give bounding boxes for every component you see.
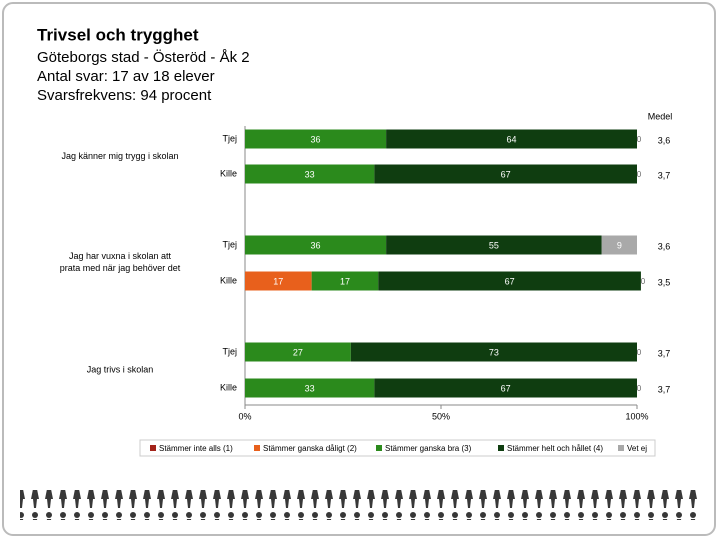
mean-label: 3,5 [658, 277, 671, 287]
bar-segment [245, 271, 312, 291]
bar-segment [245, 342, 351, 362]
value-label: 17 [340, 276, 350, 286]
value-label: 0 [637, 384, 642, 393]
subtitle: Antal svar: 17 av 18 elever [37, 68, 215, 85]
value-label: 36 [311, 240, 321, 250]
legend-swatch [498, 445, 504, 451]
mean-label: 3,7 [658, 170, 671, 180]
category-label: Kille [220, 168, 237, 178]
value-label: 9 [617, 240, 622, 250]
mean-label: 3,6 [658, 241, 671, 251]
group-label: Jag känner mig trygg i skolan [61, 151, 178, 161]
bar-segment [245, 164, 375, 184]
category-label: Tjej [222, 239, 237, 249]
bar-segment [386, 235, 602, 255]
group-label: Jag har vuxna i skolan att prata med när … [60, 251, 181, 273]
x-tick-label: 100% [625, 411, 648, 421]
legend-box [139, 439, 656, 457]
value-label: 17 [273, 276, 283, 286]
value-label: 0 [641, 277, 646, 286]
category-label: Tjej [222, 133, 237, 143]
value-label: 33 [305, 169, 315, 179]
subtitle: Svarsfrekvens: 94 procent [37, 87, 212, 104]
bar-segment [374, 164, 637, 184]
mean-label: 3,6 [658, 135, 671, 145]
legend-label: Stämmer ganska bra (3) [385, 444, 472, 453]
value-label: 27 [293, 347, 303, 357]
legend-label: Stämmer helt och hållet (4) [507, 444, 603, 453]
value-label: 0 [637, 348, 642, 357]
subtitle: Göteborgs stad - Österöd - Åk 2 [37, 48, 250, 66]
bar-segment [311, 271, 379, 291]
value-label: 33 [305, 383, 315, 393]
category-label: Tjej [222, 346, 237, 356]
value-label: 55 [489, 240, 499, 250]
legend-label: Vet ej [627, 444, 647, 453]
x-tick-label: 0% [238, 411, 251, 421]
bar-segment [350, 342, 637, 362]
bar-segment [374, 378, 637, 398]
value-label: 73 [489, 347, 499, 357]
mean-label: 3,7 [658, 384, 671, 394]
category-label: Kille [220, 275, 237, 285]
value-label: 67 [501, 383, 511, 393]
bar-segment [245, 129, 387, 149]
value-label: 0 [637, 135, 642, 144]
value-label: 67 [501, 169, 511, 179]
value-label: 64 [507, 134, 517, 144]
group-label: Jag trivs i skolan [87, 364, 154, 374]
x-tick-label: 50% [432, 411, 450, 421]
bar-segment [601, 235, 637, 255]
chart-title: Trivsel och trygghet [37, 25, 199, 44]
value-label: 0 [637, 170, 642, 179]
legend-label: Stämmer ganska dåligt (2) [263, 444, 357, 453]
legend-swatch [376, 445, 382, 451]
bar-segment [245, 378, 375, 398]
legend-swatch [254, 445, 260, 451]
legend-label: Stämmer inte alls (1) [159, 444, 233, 453]
bar-segment [386, 129, 637, 149]
bar-segment [378, 271, 641, 291]
value-label: 36 [311, 134, 321, 144]
legend-swatch [618, 445, 624, 451]
mean-label: 3,7 [658, 348, 671, 358]
mean-header: Medel [648, 111, 673, 121]
category-label: Kille [220, 382, 237, 392]
bar-segment [245, 235, 387, 255]
legend-swatch [150, 445, 156, 451]
footer-figures [20, 490, 700, 520]
value-label: 67 [505, 276, 515, 286]
